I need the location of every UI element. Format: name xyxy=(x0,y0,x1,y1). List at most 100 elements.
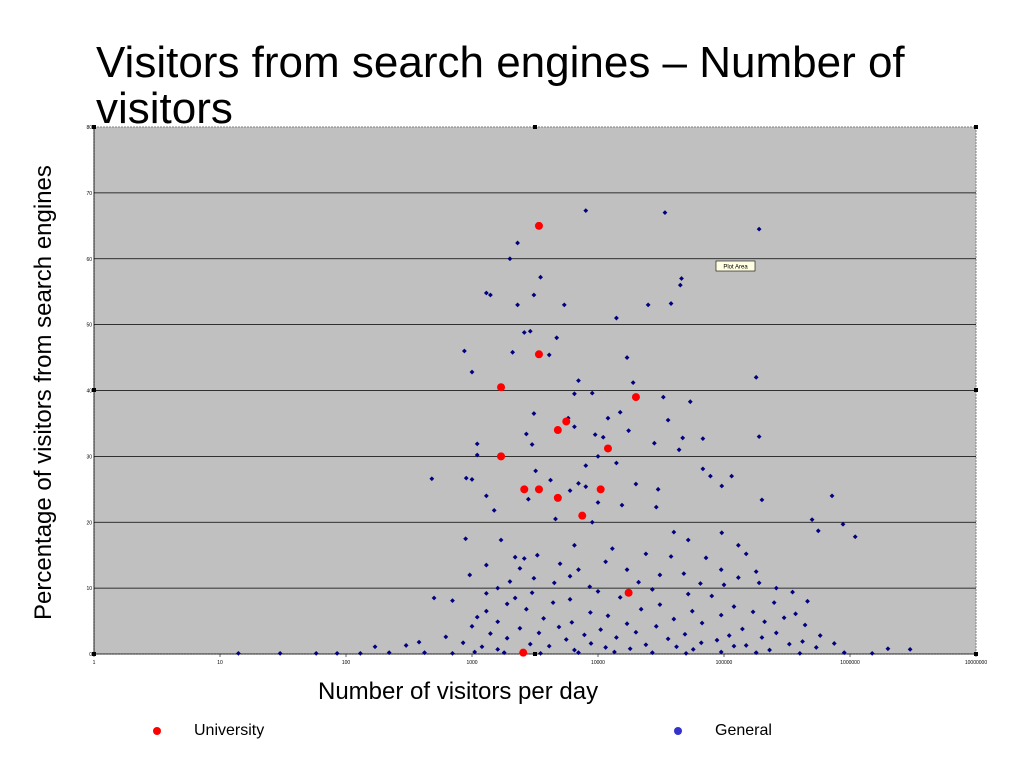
legend-label-general: General xyxy=(715,722,772,739)
general-point xyxy=(467,572,473,578)
general-point xyxy=(633,629,639,635)
general-point xyxy=(753,650,759,656)
general-point xyxy=(510,349,515,355)
general-point xyxy=(718,567,724,573)
slide-title: Visitors from search engines – Number of… xyxy=(96,38,905,133)
general-point xyxy=(617,594,623,600)
general-point xyxy=(685,591,691,597)
general-point xyxy=(495,646,501,652)
general-point xyxy=(431,595,437,601)
general-point xyxy=(572,647,577,653)
general-point xyxy=(576,480,581,486)
general-point xyxy=(714,637,720,643)
general-point xyxy=(685,537,691,543)
general-point xyxy=(563,637,569,642)
general-point xyxy=(567,488,573,494)
university-point xyxy=(578,511,587,520)
general-point xyxy=(595,453,601,459)
general-point xyxy=(726,633,732,638)
general-point xyxy=(645,302,651,308)
general-point xyxy=(463,475,469,481)
general-point xyxy=(538,650,543,656)
general-point xyxy=(719,530,725,536)
general-point xyxy=(831,641,837,646)
general-point xyxy=(643,551,649,557)
general-point xyxy=(756,580,762,586)
general-point xyxy=(567,596,573,602)
general-point xyxy=(469,369,475,375)
general-point xyxy=(660,394,666,400)
general-point xyxy=(767,647,772,653)
general-point xyxy=(603,645,609,650)
general-point xyxy=(753,569,759,575)
general-point xyxy=(463,536,469,542)
general-point xyxy=(718,649,724,655)
general-point xyxy=(624,355,630,360)
general-point xyxy=(587,610,593,615)
general-point xyxy=(682,631,688,637)
general-point xyxy=(534,552,540,558)
general-point xyxy=(521,330,527,335)
general-point xyxy=(609,546,615,551)
general-point xyxy=(504,635,510,641)
x-tick-label: 1 xyxy=(93,660,96,666)
x-axis-label: Number of visitors per day xyxy=(318,678,599,705)
general-point xyxy=(649,650,655,656)
general-point xyxy=(614,635,619,640)
general-point xyxy=(614,460,619,466)
general-point xyxy=(740,626,745,632)
general-point xyxy=(512,554,518,560)
general-point xyxy=(469,623,475,629)
general-point xyxy=(483,290,489,296)
x-tick-label: 10000 xyxy=(591,660,605,666)
general-point xyxy=(554,335,560,341)
general-point xyxy=(334,650,340,656)
general-point xyxy=(550,600,556,606)
general-point xyxy=(665,636,671,642)
general-point xyxy=(657,572,663,578)
general-point xyxy=(762,619,767,625)
general-point xyxy=(852,534,858,540)
general-point xyxy=(829,493,835,499)
general-point xyxy=(699,620,705,626)
general-point xyxy=(536,630,542,636)
x-tick-label: 1000000 xyxy=(840,660,860,666)
general-point xyxy=(592,432,598,438)
general-point xyxy=(527,641,533,647)
general-point xyxy=(521,556,527,561)
general-point xyxy=(885,646,891,652)
general-point xyxy=(488,631,493,636)
general-point xyxy=(498,537,504,543)
general-point xyxy=(576,567,581,573)
general-point xyxy=(576,378,581,384)
general-point xyxy=(595,500,601,505)
y-tick-label: 50 xyxy=(86,323,92,329)
general-point xyxy=(553,516,558,522)
general-point xyxy=(624,621,630,627)
x-tick-label: 10000000 xyxy=(965,660,987,666)
general-point xyxy=(386,650,392,656)
general-point xyxy=(665,417,671,423)
general-point xyxy=(450,598,455,604)
general-point xyxy=(651,440,657,446)
general-point xyxy=(416,639,422,645)
general-point xyxy=(743,643,749,648)
general-point xyxy=(627,646,633,652)
university-point xyxy=(534,350,543,359)
selection-handle xyxy=(533,125,537,129)
general-point xyxy=(572,542,577,548)
general-point xyxy=(813,645,819,650)
general-point xyxy=(793,611,798,617)
general-point xyxy=(531,292,537,298)
general-point xyxy=(773,585,779,591)
general-point xyxy=(541,616,546,621)
general-point xyxy=(709,593,715,599)
general-point xyxy=(735,575,741,580)
general-point xyxy=(815,528,821,534)
general-point xyxy=(797,650,803,656)
general-point xyxy=(756,226,762,232)
general-point xyxy=(771,600,777,606)
general-point xyxy=(491,507,497,513)
y-tick-label: 20 xyxy=(86,520,92,526)
general-point xyxy=(677,282,683,288)
